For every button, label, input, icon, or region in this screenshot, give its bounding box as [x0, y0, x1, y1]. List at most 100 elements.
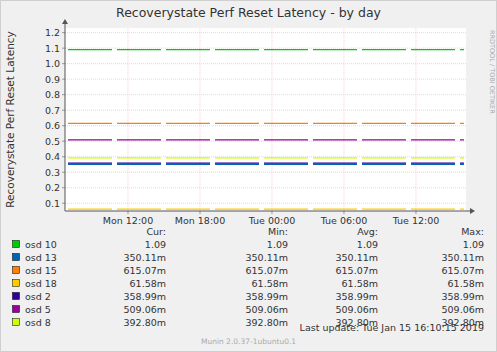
tick-label: 0.2 — [45, 182, 60, 193]
legend-value: 350.11m — [442, 252, 485, 263]
tick-label: Tue 12:00 — [392, 215, 440, 226]
grid-line — [343, 28, 344, 211]
grid-line — [65, 48, 466, 49]
legend-header: Avg: — [357, 226, 378, 237]
tick-label: 0.9 — [45, 74, 60, 85]
title: Recoverystate Perf Reset Latency - by da… — [116, 5, 382, 20]
grid-line — [65, 156, 466, 157]
y-axis-label: Recoverystate Perf Reset Latency — [4, 31, 16, 208]
y-axis: 0.1 0.2 0.3 0.4 0.5 0.6 0.7 0.8 0.9 1.0 1.1 1.2 — [45, 27, 466, 209]
legend-value: 350.11m — [124, 252, 167, 263]
legend-label: osd 18 — [25, 278, 57, 289]
legend-swatch — [13, 293, 20, 300]
tick-label: Tue 00:00 — [248, 215, 296, 226]
series-line — [68, 164, 464, 165]
legend-swatch — [13, 254, 20, 261]
series-line — [68, 139, 464, 140]
legend-label: osd 2 — [25, 291, 51, 302]
legend-value: 358.99m — [336, 291, 379, 302]
legend-swatch — [13, 267, 20, 274]
border — [1, 1, 497, 352]
tick-label: 0.1 — [45, 198, 60, 209]
legend-value: 350.11m — [246, 252, 289, 263]
grid-line — [65, 110, 466, 111]
series-line — [68, 162, 464, 163]
legend-value: 392.80m — [246, 317, 289, 328]
legend-swatch — [13, 280, 20, 287]
tick-label: 0.5 — [45, 136, 60, 147]
grid-line — [65, 63, 466, 64]
tick-label: Mon 18:00 — [175, 215, 225, 226]
grid-line — [65, 125, 466, 126]
legend-header: Max: — [461, 226, 484, 237]
legend-value: 61.58m — [448, 278, 484, 289]
grid-line — [127, 28, 128, 211]
grid-line — [65, 32, 466, 33]
grid-line — [415, 28, 416, 211]
legend-value: 392.80m — [124, 317, 167, 328]
legend-header: Min: — [268, 226, 288, 237]
tick-label: 1.2 — [45, 27, 60, 38]
legend: Cur:Min:Avg:Max:osd 101.091.091.091.09os… — [13, 226, 485, 328]
grid-line — [65, 141, 466, 142]
tick-label: 0.3 — [45, 167, 60, 178]
legend-value: 358.99m — [246, 291, 289, 302]
grid-line — [65, 79, 466, 80]
series-group — [68, 50, 464, 209]
plot-area — [65, 28, 466, 211]
legend-label: osd 10 — [25, 239, 57, 250]
y-axis-line — [65, 22, 66, 211]
tick-label: 1.1 — [45, 43, 60, 54]
legend-value: 615.07m — [124, 265, 167, 276]
watermark: RRDTOOL / TOBI OETIKER — [488, 30, 496, 114]
x-axis: Mon 12:00 Mon 18:00 Tue 00:00 Tue 06:00 Tue … — [103, 28, 440, 226]
legend-value: 358.99m — [124, 291, 167, 302]
grid-line — [65, 94, 466, 95]
legend-value: 509.06m — [442, 304, 485, 315]
tick-label: 0.8 — [45, 89, 60, 100]
legend-value: 615.07m — [246, 265, 289, 276]
axis-arrow — [470, 208, 475, 214]
legend-header: Cur: — [146, 226, 166, 237]
legend-label: osd 15 — [25, 265, 57, 276]
tick-label: Mon 12:00 — [103, 215, 153, 226]
background — [0, 0, 497, 352]
legend-value: 350.11m — [336, 252, 379, 263]
chart: Recoverystate Perf Reset Latency - by da… — [0, 0, 497, 352]
legend-value: 509.06m — [246, 304, 289, 315]
legend-value: 1.09 — [267, 239, 288, 250]
legend-label: osd 8 — [25, 317, 51, 328]
legend-label: osd 5 — [25, 304, 51, 315]
legend-value: 358.99m — [442, 291, 485, 302]
legend-swatch — [13, 241, 20, 248]
axis-arrow — [62, 19, 68, 24]
x-axis-line — [65, 211, 472, 212]
tick-label: 0.6 — [45, 120, 60, 131]
series-line — [68, 157, 464, 158]
tick-label: 1.0 — [45, 58, 60, 69]
series-line — [68, 49, 464, 50]
legend-value: 61.58m — [342, 278, 378, 289]
series-line — [68, 123, 464, 124]
legend-swatch — [13, 319, 20, 326]
legend-value: 61.58m — [252, 278, 288, 289]
legend-value: 615.07m — [442, 265, 485, 276]
grid-line — [65, 172, 466, 173]
tick-label: 0.7 — [45, 105, 60, 116]
legend-value: 1.09 — [463, 239, 484, 250]
last-update: Last update: Tue Jan 15 16:10:15 2019 — [300, 322, 484, 333]
grid-line — [65, 203, 466, 204]
legend-value: 61.58m — [130, 278, 166, 289]
legend-swatch — [13, 306, 20, 313]
legend-value: 509.06m — [336, 304, 379, 315]
tick-label: 0.4 — [45, 151, 60, 162]
series-line — [68, 209, 464, 210]
legend-value: 615.07m — [336, 265, 379, 276]
version: Munin 2.0.37-1ubuntu0.1 — [201, 337, 296, 346]
grid-line — [271, 28, 272, 211]
legend-label: osd 13 — [25, 252, 57, 263]
legend-value: 1.09 — [357, 239, 378, 250]
grid-line — [199, 28, 200, 211]
tick-label: Tue 06:00 — [320, 215, 368, 226]
grid-line — [65, 187, 466, 188]
